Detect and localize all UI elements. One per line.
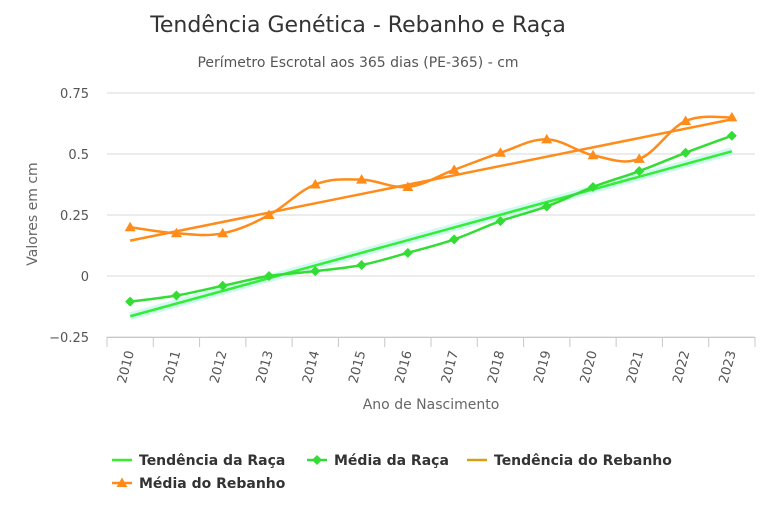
data-point[interactable]: [680, 115, 692, 126]
data-point[interactable]: [402, 181, 414, 191]
legend-item-tendencia-do-rebanho[interactable]: Tendência do Rebanho: [467, 453, 672, 469]
x-axis-label: Ano de Nascimento: [363, 397, 500, 413]
data-point[interactable]: [263, 209, 275, 220]
diamond-icon: [312, 455, 322, 465]
y-tick-label: 0.75: [60, 87, 89, 102]
data-point[interactable]: [171, 290, 182, 301]
x-tick-label: 2023: [717, 349, 740, 385]
data-point[interactable]: [402, 247, 413, 258]
data-point[interactable]: [124, 221, 136, 232]
data-point[interactable]: [541, 201, 552, 212]
data-point[interactable]: [309, 179, 321, 189]
x-tick-label: 2016: [393, 349, 416, 385]
trend-line: [129, 150, 733, 318]
series-layer: [124, 111, 738, 321]
legend-label: Tendência da Raça: [139, 453, 285, 469]
series-media-da-raca: [125, 130, 737, 307]
legend-label: Média da Raça: [334, 453, 449, 469]
x-tick-label: 2019: [532, 349, 555, 385]
y-axis-ticks: −0.25 0 0.25 0.5 0.75: [49, 87, 89, 346]
data-point[interactable]: [217, 227, 229, 238]
x-tick-label: 2012: [208, 349, 231, 385]
chart-title: Tendência Genética - Rebanho e Raça: [149, 13, 566, 38]
triangle-icon: [116, 477, 128, 487]
x-tick-label: 2018: [485, 349, 508, 385]
y-tick-label: 0: [81, 270, 89, 285]
data-point[interactable]: [588, 181, 598, 192]
x-tick-label: 2015: [346, 349, 369, 385]
legend-item-media-do-rebanho[interactable]: Média do Rebanho: [112, 476, 286, 492]
data-point[interactable]: [726, 111, 738, 122]
data-point[interactable]: [449, 234, 460, 245]
x-tick-label: 2020: [578, 349, 601, 385]
chart-subtitle: Perímetro Escrotal aos 365 dias (PE-365)…: [197, 55, 518, 71]
legend-label: Média do Rebanho: [139, 476, 286, 492]
y-axis-label: Valores em cm: [25, 162, 41, 265]
legend-label: Tendência do Rebanho: [494, 453, 672, 469]
data-point[interactable]: [726, 130, 737, 141]
data-point[interactable]: [541, 133, 553, 144]
data-point[interactable]: [264, 271, 274, 281]
x-tick-label: 2014: [300, 349, 323, 385]
data-point[interactable]: [170, 227, 182, 238]
y-tick-label: 0.5: [68, 148, 89, 163]
data-point[interactable]: [356, 174, 368, 184]
data-point[interactable]: [587, 149, 599, 160]
series-line: [129, 115, 732, 237]
data-point[interactable]: [633, 153, 645, 163]
data-point[interactable]: [494, 147, 506, 157]
legend-item-tendencia-da-raca[interactable]: Tendência da Raça: [112, 453, 285, 469]
x-tick-label: 2011: [161, 349, 184, 385]
y-tick-label: −0.25: [49, 331, 89, 346]
legend-item-media-da-raca[interactable]: Média da Raça: [307, 453, 449, 469]
x-tick-label: 2022: [670, 349, 693, 385]
x-axis: 2010 2011 2012 2013 2014 2015 2016 2017 2018 2019…: [106, 337, 756, 385]
data-point[interactable]: [680, 147, 691, 158]
series-media-do-rebanho: [124, 111, 738, 238]
data-point[interactable]: [125, 296, 136, 307]
data-point[interactable]: [356, 260, 367, 271]
y-tick-label: 0.25: [60, 209, 89, 224]
data-point[interactable]: [217, 280, 228, 291]
grid-lines: [107, 92, 755, 338]
x-tick-label: 2021: [624, 349, 647, 385]
x-tick-label: 2013: [254, 349, 277, 385]
data-point[interactable]: [448, 164, 460, 174]
x-tick-label: 2017: [439, 349, 462, 385]
x-tick-label: 2010: [115, 349, 138, 385]
data-point[interactable]: [310, 266, 321, 277]
legend: Tendência da Raça Média da Raça Tendência …: [112, 453, 672, 492]
data-point[interactable]: [495, 216, 506, 227]
series-tendencia-da-raca: [129, 147, 733, 321]
data-point[interactable]: [634, 166, 645, 177]
